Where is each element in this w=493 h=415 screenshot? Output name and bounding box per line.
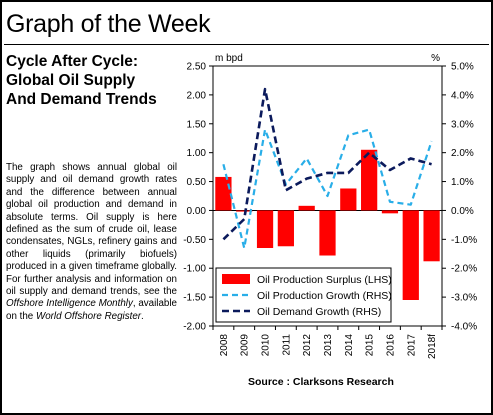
legend-label: Oil Production Growth (RHS) [257,290,392,302]
left-axis-tick-label: 1.00 [187,148,207,159]
right-axis-tick-label: -1.0% [451,235,477,246]
subtitle-line: And Demand Trends [6,91,157,108]
surplus-bar [340,188,357,211]
surplus-bar [381,210,399,214]
x-axis-tick-label: 2014 [344,334,355,357]
x-axis-tick-label: 2011 [281,334,292,356]
chart-description: The graph shows annual global oil supply… [6,162,177,323]
production-growth-line [222,128,433,250]
x-axis-tick-label: 2012 [302,334,313,357]
description-text: The graph shows annual global oil supply… [6,162,177,298]
x-axis-tick-label: 2009 [240,334,251,357]
x-axis-tick-label: 2010 [261,334,272,357]
surplus-bar [298,205,315,211]
subtitle-line: Cycle After Cycle: [6,53,139,70]
surplus-bar [277,210,294,247]
description-text: , available on the [6,298,178,322]
x-axis-tick-label: 2017 [406,334,417,357]
left-axis-tick-label: 0.50 [187,177,207,188]
right-axis-tick-label: 4.0% [451,90,474,101]
subtitle-line: Global Oil Supply [6,72,136,89]
x-axis-tick-label: 2015 [365,334,376,357]
left-axis-unit-label: m bpd [215,53,243,64]
right-axis-tick-label: -4.0% [451,322,477,333]
publication-name: Offshore Intelligence Monthly [6,298,133,310]
right-axis-tick-label: 0.0% [451,206,474,217]
right-axis-unit-label: % [431,53,440,64]
legend-label: Oil Demand Growth (RHS) [257,306,381,318]
header-divider [4,44,489,45]
x-axis-tick-label: 2013 [323,334,334,357]
legend-label: Oil Production Surplus (LHS) [257,274,392,286]
x-axis-tick-label: 2018f [427,334,438,359]
surplus-bar [402,210,419,300]
surplus-bar [319,210,336,256]
surplus-bar [361,149,378,211]
left-axis-tick-label: -1.00 [183,264,206,275]
surplus-bar [256,210,274,248]
left-axis-tick-label: 2.50 [187,62,207,73]
publication-name: World Offshore Register [35,310,142,322]
right-axis-tick-label: -3.0% [451,293,477,304]
left-axis-tick-label: -2.00 [183,322,206,333]
right-axis-tick-label: 1.0% [451,177,474,188]
source-note: Source : Clarksons Research [248,376,394,388]
left-axis-tick-label: -0.50 [183,235,206,246]
page-title: Graph of the Week [6,10,211,38]
right-axis-tick-label: 5.0% [451,62,474,73]
surplus-bar [215,176,232,211]
left-axis-tick-label: 0.00 [187,206,207,217]
legend-swatch-surplus [222,274,250,284]
plot-area-border [212,65,443,327]
surplus-bar [423,210,440,262]
demand-growth-line [222,87,432,241]
left-axis-tick-label: 2.00 [187,90,207,101]
x-axis-tick-label: 2008 [219,334,230,357]
right-axis-tick-label: 3.0% [451,119,474,130]
left-axis-tick-label: -1.50 [183,293,206,304]
right-axis-tick-label: 2.0% [451,148,474,159]
left-axis-tick-label: 1.50 [187,119,207,130]
x-axis-tick-label: 2016 [385,334,396,357]
description-text: . [141,310,144,322]
chart-subtitle: Cycle After Cycle: Global Oil Supply And… [6,52,176,109]
right-axis-tick-label: -2.0% [451,264,477,275]
